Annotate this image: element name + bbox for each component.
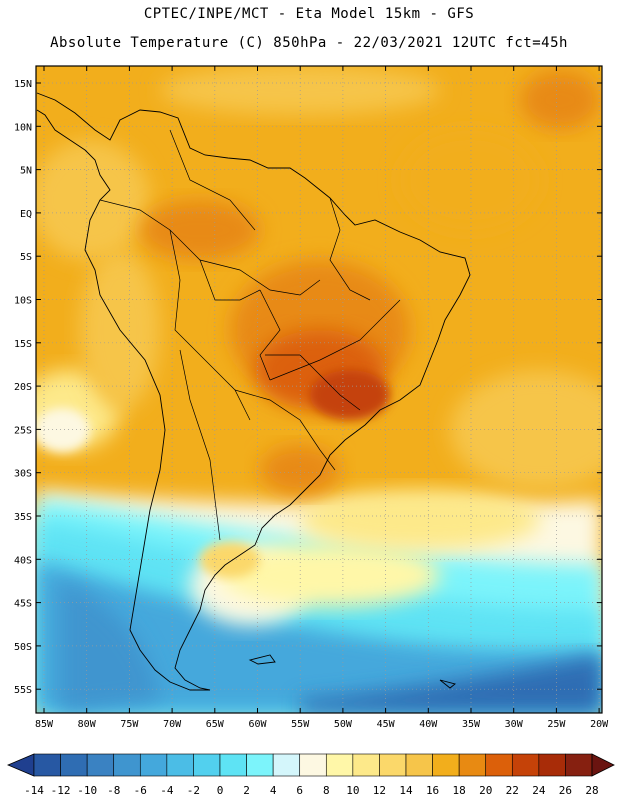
lat-label: EQ [20,209,32,220]
colorbar-swatch [538,753,566,777]
country-borders [99,129,401,541]
colorbar-swatch [379,753,407,777]
colorbar-swatch [299,753,327,777]
colorbar-label: 4 [270,784,277,797]
chart-title-line1: CPTEC/INPE/MCT - Eta Model 15km - GFS [143,6,475,22]
lat-label: 40S [14,555,32,566]
colorbar-label: -6 [134,784,147,797]
map-frame [35,65,603,714]
colorbar-swatch [33,753,61,777]
temperature-field [36,66,602,713]
colorbar: -14 -12 -10 -8 -6 -4 -2 0 2 4 6 8 10 12 14 16 18 20 22 24 26… [6,753,615,797]
colorbar-label: 0 [217,784,224,797]
colorbar-swatch [246,753,274,777]
colorbar-label: 16 [426,784,439,797]
colorbar-swatch [219,753,247,777]
colorbar-label: 26 [559,784,572,797]
lon-label: 50W [334,719,353,730]
chart-title-line2: Absolute Temperature (C) 850hPa - 22/03/… [50,35,568,51]
lon-label: 75W [120,719,139,730]
colorbar-arrow-right [591,753,615,777]
colorbar-swatch [166,753,194,777]
lat-label: 10N [14,122,32,133]
lon-label: 20W [590,719,609,730]
colorbar-label: -12 [51,784,71,797]
lat-label: 50S [14,642,32,653]
lon-label: 40W [419,719,438,730]
colorbar-swatch [325,753,354,777]
lat-label: 15S [14,339,32,350]
longitude-axis: 85W 80W 75W 70W 65W 60W 55W 50W 45W 40W 35W 30W 25W 2… [35,66,609,730]
colorbar-swatch [432,753,460,777]
colorbar-label: -2 [187,784,200,797]
colorbar-label: -8 [107,784,120,797]
colorbar-label: 6 [296,784,303,797]
colorbar-swatch [511,753,540,777]
lon-label: 35W [462,719,481,730]
lat-label: 35S [14,512,32,523]
colorbar-label: -14 [24,784,44,797]
lon-label: 55W [291,719,310,730]
colorbar-label: 24 [532,784,546,797]
colorbar-label: 8 [323,784,330,797]
colorbar-swatch [193,753,221,777]
colorbar-label: 14 [399,784,413,797]
colorbar-label: 28 [585,784,598,797]
lon-label: 60W [248,719,267,730]
colorbar-swatch [458,753,487,777]
lat-label: 5N [20,166,32,177]
colorbar-label: 22 [506,784,519,797]
colorbar-swatch [139,753,168,777]
colorbar-label: 18 [453,784,466,797]
latitude-axis: 15N 10N 5N EQ 5S 10S 15S 20S 25S 30S 35S 40S 45S 50S 5… [14,79,602,696]
lon-label: 70W [163,719,182,730]
colorbar-swatch [565,753,593,777]
colorbar-arrow-left [6,753,35,777]
lon-label: 80W [78,719,97,730]
colorbar-swatch [113,753,141,777]
colorbar-swatch [60,753,88,777]
colorbar-swatch [485,753,513,777]
colorbar-swatch [86,753,115,777]
lat-label: 5S [20,252,32,263]
colorbar-swatch [272,753,301,777]
colorbar-label: 2 [243,784,250,797]
colorbar-label: 10 [346,784,359,797]
colorbar-swatch [405,753,433,777]
lat-label: 45S [14,599,32,610]
lat-label: 20S [14,382,32,393]
colorbar-swatch [352,753,380,777]
lat-label: 25S [14,425,32,436]
lon-label: 30W [505,719,524,730]
lon-label: 65W [206,719,225,730]
lat-label: 15N [14,79,32,90]
lat-label: 30S [14,469,32,480]
colorbar-label: -10 [77,784,97,797]
coastline [36,92,471,691]
colorbar-label: 20 [479,784,492,797]
lon-label: 45W [377,719,396,730]
lon-label: 85W [35,719,54,730]
colorbar-label: -4 [160,784,174,797]
colorbar-label: 12 [373,784,386,797]
lat-label: 10S [14,296,32,307]
lat-label: 55S [14,685,32,696]
lon-label: 25W [547,719,566,730]
